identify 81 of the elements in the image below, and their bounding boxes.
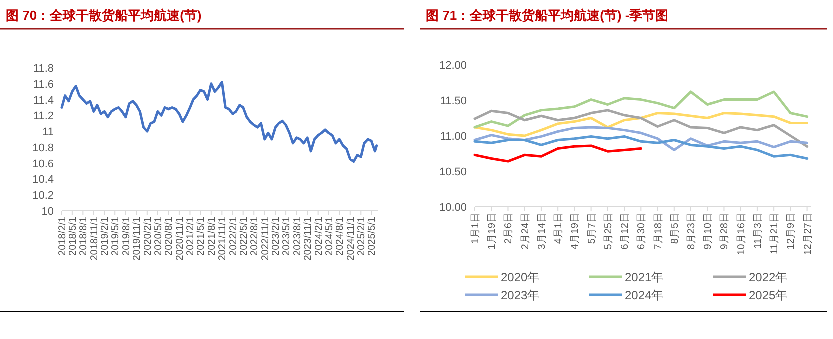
y-tick-label: 10.8 (32, 142, 54, 154)
x-tick-label: 2020/11/1 (174, 216, 186, 261)
x-tick-label: 2019/8/1 (121, 216, 132, 256)
line-series (474, 144, 642, 163)
x-tick-label: 4月1日 (554, 213, 565, 244)
x-tick-label: 11月21日 (770, 213, 781, 255)
x-tick-label: 2018/5/1 (68, 216, 79, 256)
y-tick-label: 11.50 (440, 96, 467, 108)
legend-label: 2024年 (625, 288, 664, 302)
x-tick-label: 2021/8/1 (206, 216, 218, 256)
y-tick-label: 10.4 (32, 174, 54, 186)
x-tick-label: 2022/11/1 (260, 216, 272, 261)
x-tick-label: 8月5日 (670, 213, 681, 244)
y-tick-label: 10.6 (32, 158, 54, 170)
legend-label: 2020年 (501, 270, 540, 284)
line-series (474, 135, 809, 160)
x-tick-label: 5月25日 (603, 213, 614, 250)
x-tick-label: 2022/5/1 (238, 216, 250, 256)
x-tick-label: 2018/8/1 (78, 216, 90, 256)
x-tick-label: 1月1日 (470, 213, 482, 244)
line-series (474, 126, 809, 152)
x-tick-label: 2023/5/1 (282, 216, 293, 256)
legend-label: 2022年 (749, 270, 788, 284)
x-tick-label: 3月14日 (536, 213, 548, 250)
x-tick-label: 4月19日 (570, 213, 582, 250)
x-tick-label: 2018/11/1 (89, 216, 100, 261)
legend-label: 2025年 (749, 288, 788, 302)
x-tick-label: 2023/11/1 (303, 216, 314, 261)
y-tick-label: 10 (42, 206, 54, 218)
x-tick-label: 2021/11/1 (218, 216, 229, 261)
x-tick-label: 11月3日 (752, 213, 764, 249)
legend-label: 2021年 (625, 270, 664, 284)
x-tick-label: 12月9日 (786, 213, 798, 250)
x-tick-label: 2021/5/1 (196, 216, 208, 256)
line-series (474, 90, 809, 129)
x-tick-label: 2024/8/1 (335, 216, 346, 256)
x-tick-label: 2018/2/1 (58, 216, 68, 256)
x-tick-label: 6月30日 (636, 213, 648, 250)
x-tick-label: 2024/11/1 (346, 216, 357, 261)
x-tick-label: 12月27日 (802, 213, 814, 256)
x-tick-label: 2020/5/1 (153, 216, 164, 256)
x-tick-label: 2023/8/1 (292, 216, 304, 256)
x-tick-label: 2024/5/1 (324, 216, 336, 256)
x-tick-label: 2024/2/1 (314, 216, 325, 256)
x-tick-label: 2025/2/1 (356, 216, 368, 256)
y-tick-label: 11.6 (33, 78, 54, 91)
y-tick-label: 11.8 (33, 63, 54, 75)
line-series (474, 109, 809, 148)
x-tick-label: 2020/8/1 (164, 216, 176, 256)
y-tick-label: 11 (42, 126, 54, 139)
legend-label: 2023年 (501, 288, 540, 302)
chart-title: 图 71：全球干散货船平均航速(节) -季节图 (426, 8, 669, 23)
x-tick-label: 2019/2/1 (100, 216, 112, 256)
x-tick-label: 7月18日 (653, 213, 664, 250)
x-tick-label: 10月16日 (736, 213, 748, 256)
line-series (60, 81, 378, 163)
x-tick-label: 2019/5/1 (110, 216, 122, 256)
x-tick-label: 2022/8/1 (250, 216, 261, 256)
x-tick-label: 9月10日 (703, 213, 714, 250)
x-tick-label: 5月7日 (586, 213, 598, 244)
x-tick-label: 2025/5/1 (367, 216, 378, 256)
y-tick-label: 11.00 (440, 131, 467, 143)
y-tick-label: 10.50 (439, 166, 467, 178)
x-tick-label: 6月12日 (620, 213, 632, 250)
x-tick-label: 2月6日 (504, 213, 515, 244)
y-tick-label: 12.00 (439, 60, 467, 72)
x-tick-label: 2021/2/1 (186, 216, 197, 256)
y-tick-label: 11.2 (33, 110, 54, 123)
y-tick-label: 10.2 (32, 190, 54, 202)
x-tick-label: 2月24日 (520, 213, 532, 250)
y-tick-label: 11.4 (33, 94, 54, 107)
x-tick-label: 2022/2/1 (228, 216, 240, 256)
y-tick-label: 10.00 (439, 202, 467, 214)
x-tick-label: 2023/2/1 (271, 216, 282, 256)
x-tick-label: 8月23日 (686, 213, 698, 250)
x-tick-label: 1月19日 (487, 213, 498, 250)
chart-title: 图 70：全球干散货船平均航速(节) (6, 8, 202, 23)
line-series (474, 112, 809, 138)
x-tick-label: 9月28日 (720, 213, 731, 250)
x-tick-label: 2019/11/1 (132, 216, 144, 261)
x-tick-label: 2020/2/1 (142, 216, 154, 256)
